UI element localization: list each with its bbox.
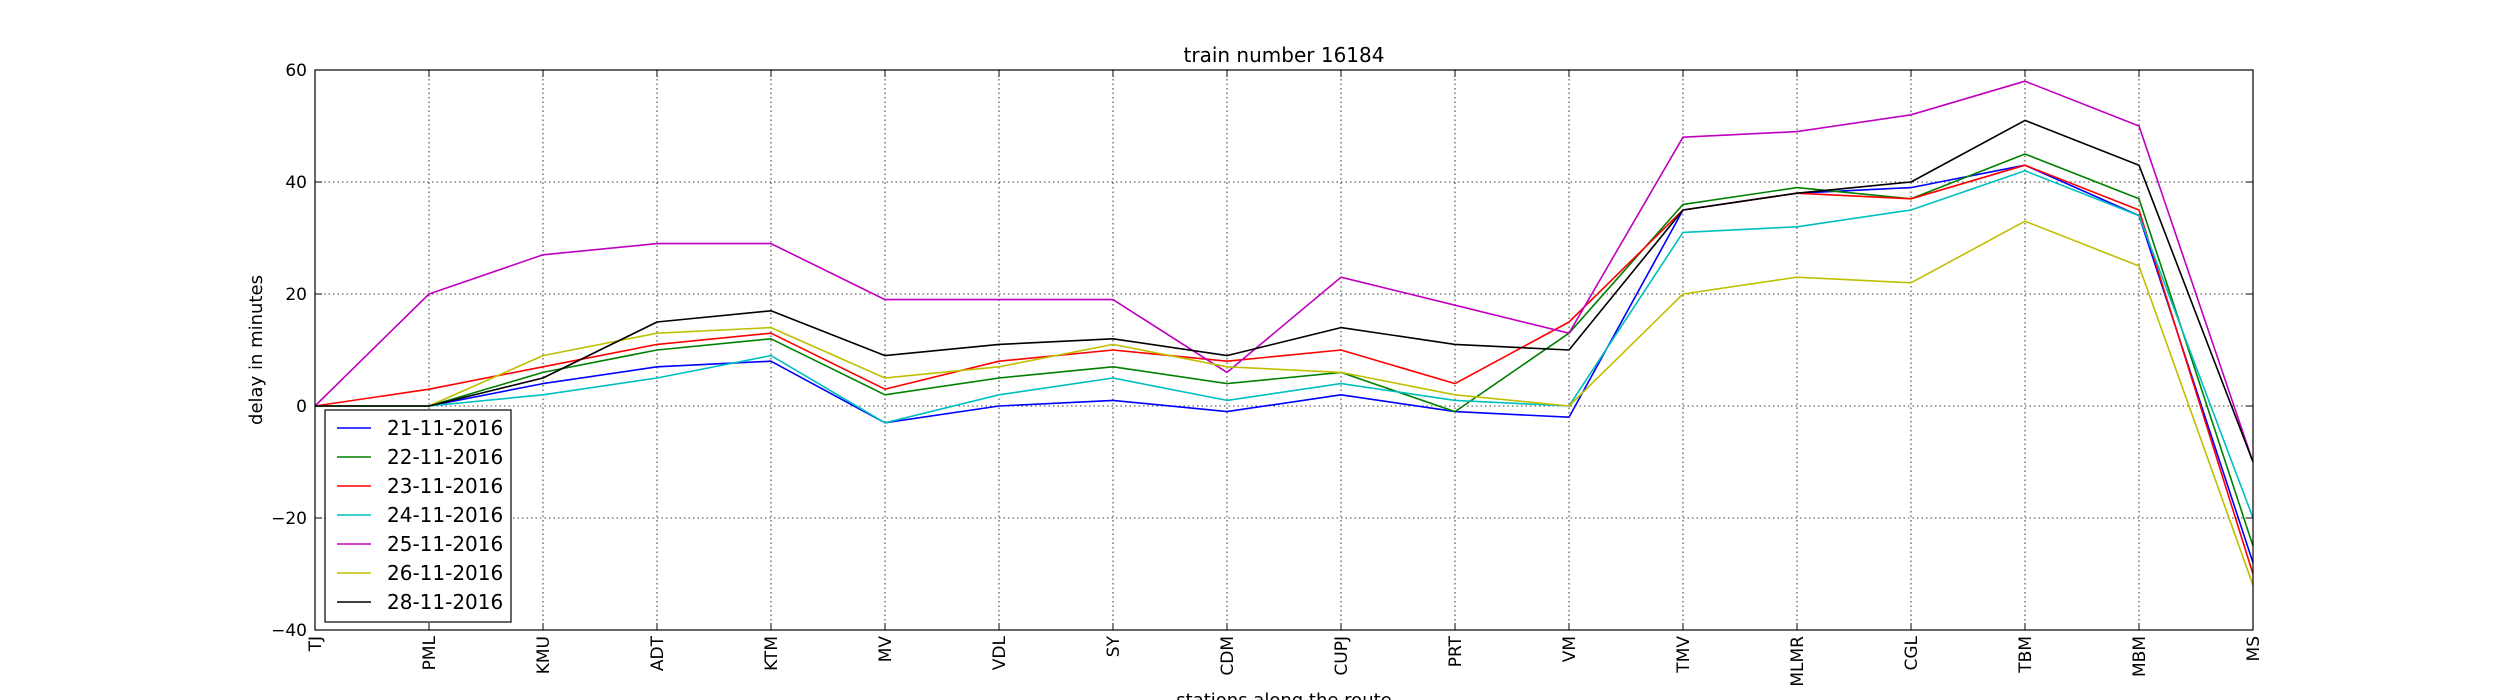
series-line-28-11-2016 <box>315 119 2254 463</box>
x-tick-label: CUPJ <box>1332 636 1352 676</box>
series-line-24-11-2016 <box>315 170 2254 519</box>
x-tick-label: KTM <box>762 636 782 671</box>
y-tick-label: −40 <box>271 621 307 641</box>
legend-label: 24-11-2016 <box>387 503 503 527</box>
y-axis-label: delay in minutes <box>246 275 267 425</box>
legend-label: 28-11-2016 <box>387 590 503 614</box>
legend-label: 26-11-2016 <box>387 561 503 585</box>
x-tick-label: PRT <box>1446 635 1466 667</box>
legend-box <box>324 409 512 623</box>
legend-label: 22-11-2016 <box>387 445 503 469</box>
x-tick-label: SY <box>1104 635 1124 657</box>
series-line-26-11-2016 <box>315 220 2254 586</box>
series-line-22-11-2016 <box>315 153 2254 547</box>
y-tick-label: −20 <box>271 509 307 529</box>
y-tick-label: 60 <box>285 61 307 81</box>
x-tick-label: TBM <box>2016 636 2036 674</box>
x-tick-label: MS <box>2244 636 2264 661</box>
legend-label: 23-11-2016 <box>387 474 503 498</box>
x-tick-label: TMV <box>1674 636 1694 674</box>
series-line-23-11-2016 <box>314 164 2254 575</box>
x-tick-label: VDL <box>990 635 1010 670</box>
series-lines <box>314 80 2254 586</box>
x-tick-label: MLMR <box>1788 636 1808 687</box>
y-tick-label: 20 <box>285 285 307 305</box>
series-line-25-11-2016 <box>314 80 2254 463</box>
legend-label: 25-11-2016 <box>387 532 503 556</box>
x-tick-label: CGL <box>1902 635 1922 670</box>
x-tick-label: CDM <box>1218 636 1238 676</box>
plot-frame <box>314 69 2254 631</box>
x-tick-label: MV <box>876 636 896 663</box>
y-tick-label: 40 <box>285 173 307 193</box>
x-tick-label: PML <box>420 635 440 670</box>
x-tick-label: MBM <box>2130 636 2150 677</box>
y-tick-label: 0 <box>296 397 307 417</box>
legend-label: 21-11-2016 <box>387 416 503 440</box>
x-axis-label: stations along the route <box>1176 690 1391 700</box>
axis-ticks: TJ PML KMU ADT KTM MV VDL SY CDM CUPJ PRT VM TMV MLMR… <box>271 61 2264 687</box>
x-tick-label: KMU <box>534 636 554 674</box>
series-line-21-11-2016 <box>315 164 2254 564</box>
x-tick-label: TJ <box>306 636 326 652</box>
chart-title: train number 16184 <box>1184 43 1385 67</box>
x-tick-label: VM <box>1560 636 1580 662</box>
legend: 21-11-2016 22-11-2016 23-11-2016 24-11-2016… <box>324 409 512 623</box>
x-tick-label: ADT <box>648 635 668 671</box>
